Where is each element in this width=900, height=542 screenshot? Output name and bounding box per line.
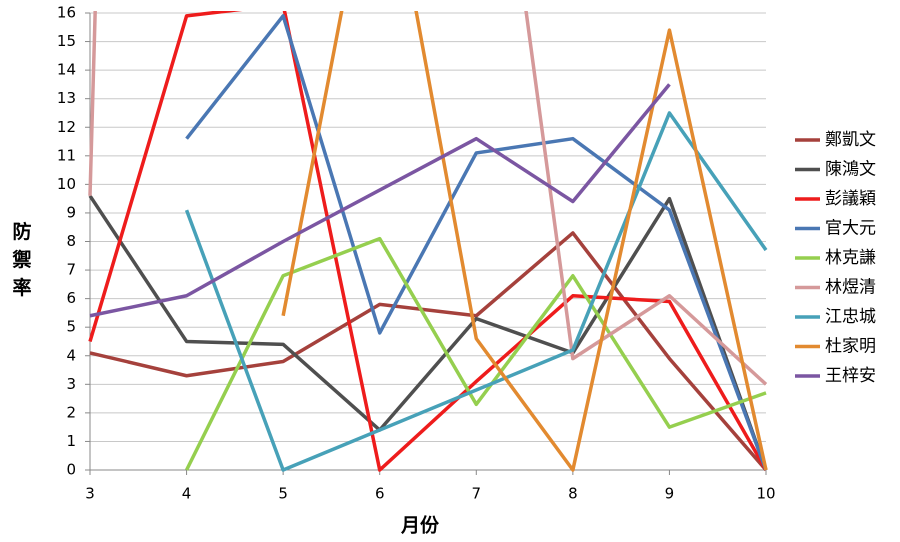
y-tick-label: 10 (57, 175, 76, 193)
y-tick-label: 6 (66, 289, 76, 307)
series-line (89, 83, 671, 318)
y-tick-label: 3 (66, 375, 76, 393)
x-tick-label: 4 (182, 485, 192, 503)
legend-label: 官大元 (825, 219, 876, 239)
y-tick-label: 15 (57, 32, 76, 50)
x-axis-label: 月份 (400, 514, 440, 537)
legend-label: 鄭凱文 (825, 130, 876, 150)
y-tick-label: 4 (66, 346, 76, 364)
series-line (184, 111, 768, 472)
x-tick-label: 7 (472, 485, 482, 503)
y-tick-label: 8 (66, 232, 76, 250)
plot-lines (88, 11, 768, 472)
y-tick-label: 5 (66, 318, 76, 336)
series-line (185, 14, 768, 471)
legend-label: 彭議穎 (825, 189, 876, 209)
x-tick-label: 8 (568, 485, 578, 503)
x-tick-label: 3 (85, 485, 95, 503)
y-tick-label: 16 (57, 4, 76, 22)
y-tick-label: 9 (66, 203, 76, 221)
series-line (88, 194, 768, 471)
y-tick-label: 13 (57, 89, 76, 107)
x-tick-label: 10 (756, 485, 775, 503)
x-tick-label: 6 (375, 485, 385, 503)
legend-label: 陳鴻文 (825, 160, 876, 180)
legend-label: 林克謙 (825, 248, 876, 268)
y-tick-label: 11 (57, 146, 76, 164)
series-line (88, 11, 768, 386)
y-tick-label: 14 (57, 61, 76, 79)
y-tick-label: 1 (66, 432, 76, 450)
series-line (89, 231, 768, 472)
series-line (281, 11, 768, 472)
x-tick-label: 5 (278, 485, 288, 503)
y-axis-label: 防禦率 (12, 220, 31, 299)
y-tick-label: 2 (66, 403, 76, 421)
x-tick-label: 9 (665, 485, 675, 503)
series-line (88, 11, 768, 472)
legend-label: 林煜清 (825, 278, 876, 298)
y-tick-label: 7 (66, 261, 76, 279)
series-line (185, 236, 767, 471)
legend-label: 杜家明 (825, 337, 876, 357)
legend-label: 江忠城 (825, 307, 876, 327)
y-tick-label: 0 (66, 461, 76, 479)
y-tick-label: 12 (57, 118, 76, 136)
legend-label: 王梓安 (825, 366, 876, 386)
